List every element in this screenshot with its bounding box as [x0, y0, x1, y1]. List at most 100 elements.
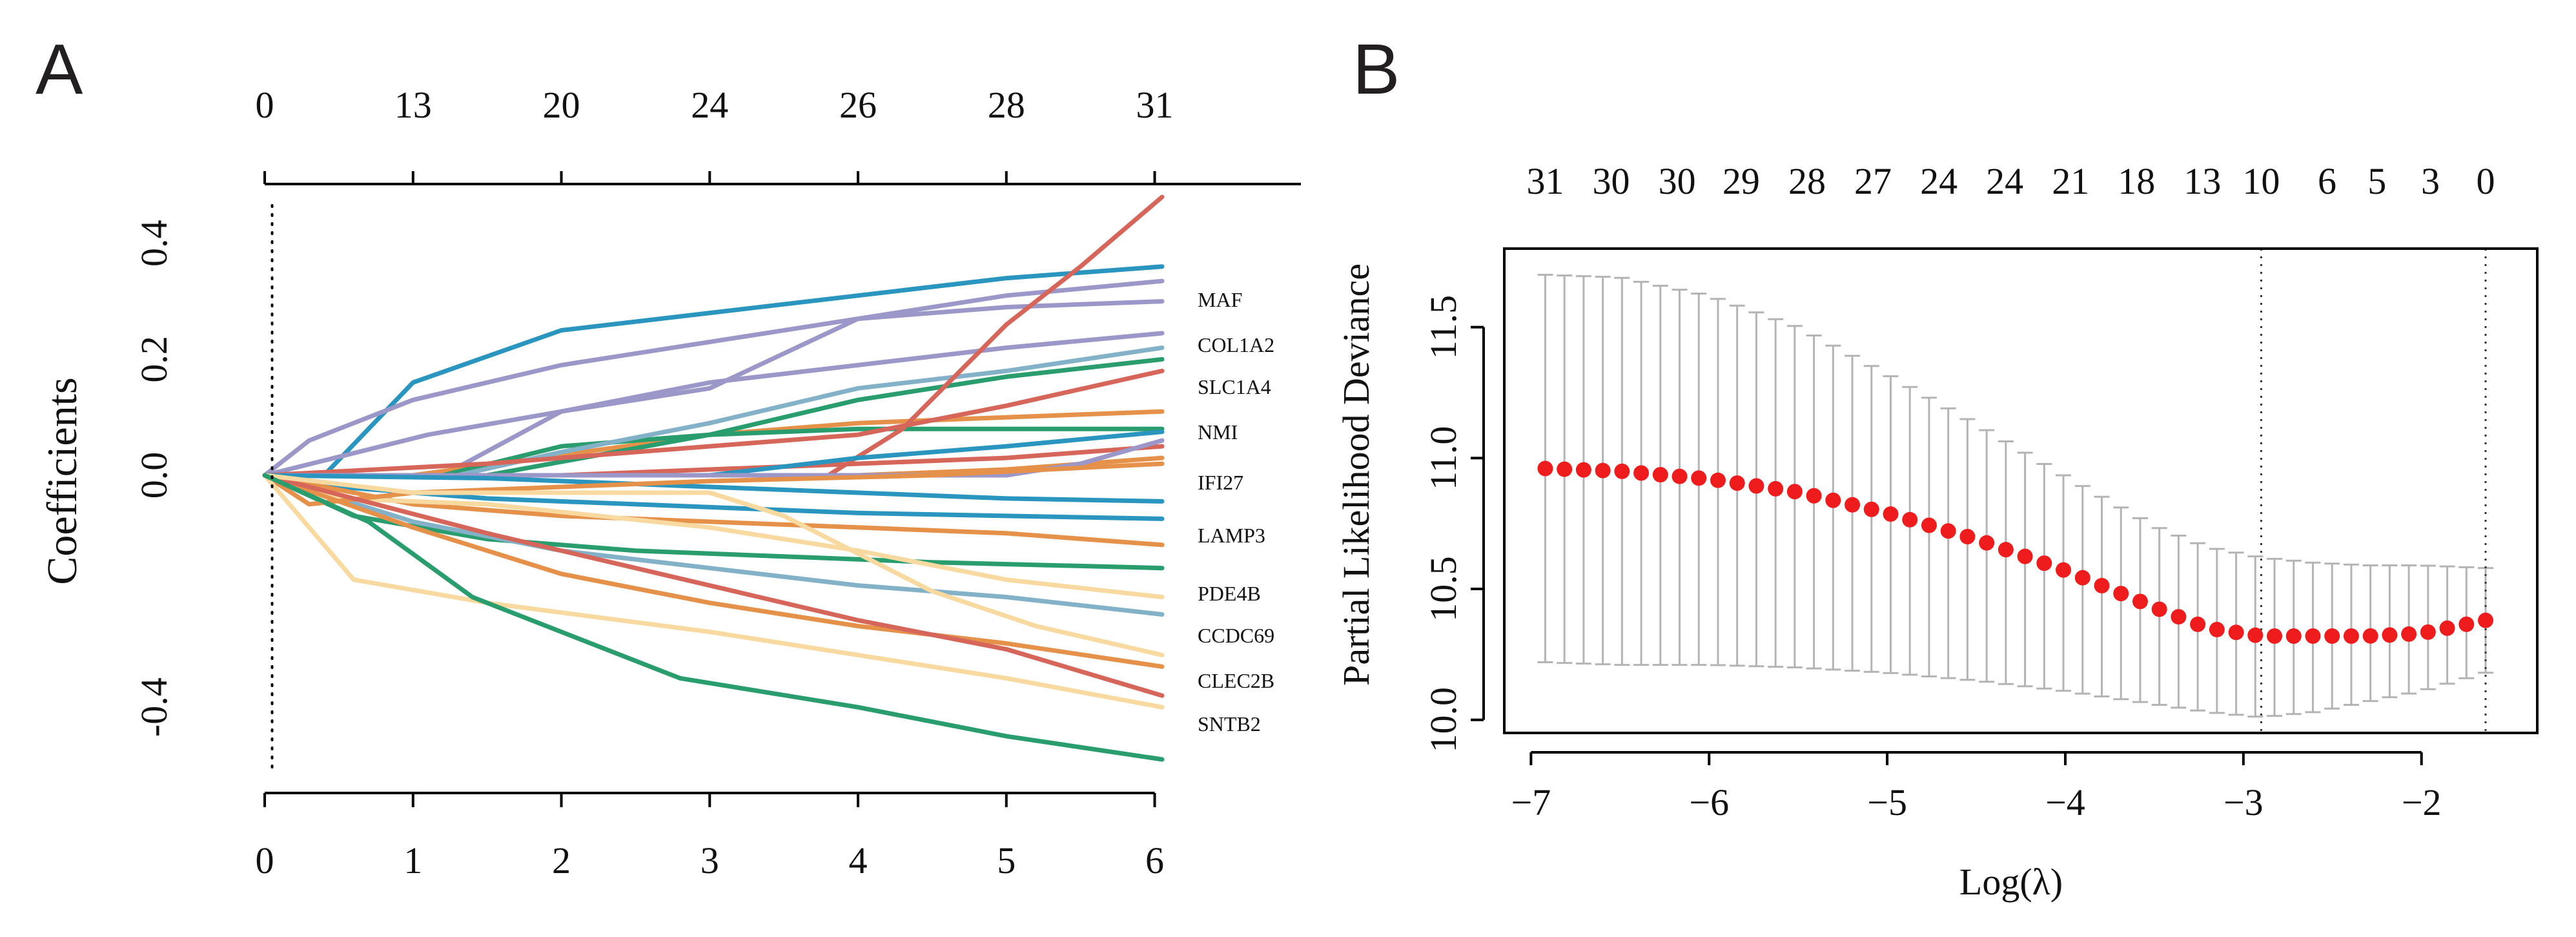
- top-count-label: 0: [2477, 160, 2495, 202]
- deviance-point: [1633, 465, 1650, 481]
- x-axis-title: Log(λ): [1959, 861, 2063, 903]
- y-axis-ticks: 0.4 0.2 0.0 -0.4: [133, 220, 175, 737]
- top-tick-label: 31: [1136, 84, 1174, 126]
- x-tick-label: −6: [1689, 781, 1729, 823]
- deviance-point: [2478, 612, 2493, 628]
- y-axis-ticks-b: 10.0 10.5 11.0 11.5: [1422, 295, 1485, 753]
- coef-path-20: [262, 473, 1165, 669]
- deviance-point: [1806, 488, 1822, 504]
- top-count-label: 5: [2367, 160, 2386, 202]
- y-tick-label: 0.4: [133, 220, 175, 267]
- coefficient-paths: [262, 194, 1165, 762]
- y-tick-label: -0.4: [133, 677, 175, 737]
- panel-a: A 0 13 20 24 26 28 31 0 1 2 3 4 5 6 0.4 0.2 0.0 -0.4 MA…: [36, 30, 1301, 881]
- y-tick-label-b: 10.5: [1422, 556, 1464, 622]
- gene-label: CCDC69: [1198, 624, 1274, 647]
- x-tick-label: −2: [2402, 781, 2442, 823]
- deviance-point: [1768, 480, 1784, 497]
- error-bars: [1537, 274, 2493, 718]
- deviance-point: [1671, 468, 1688, 484]
- gene-label: IFI27: [1198, 471, 1243, 494]
- deviance-point: [1979, 535, 1995, 551]
- panel-b-letter: B: [1353, 30, 1400, 109]
- deviance-point: [1825, 492, 1841, 508]
- deviance-point: [2132, 593, 2148, 610]
- bottom-tick-label: 1: [404, 839, 422, 881]
- gene-label: PDE4B: [1198, 582, 1261, 605]
- top-count-label: 30: [1593, 160, 1630, 202]
- gene-label: SNTB2: [1198, 712, 1261, 736]
- coef-path-23: [262, 473, 1165, 710]
- top-count-label: 24: [1986, 160, 2023, 202]
- coef-path-25: [262, 473, 1165, 762]
- deviance-point: [1786, 484, 1803, 500]
- bottom-tick-label: 4: [849, 839, 868, 881]
- top-axis-ticks: 0 13 20 24 26 28 31: [256, 84, 1174, 184]
- top-count-label: 31: [1526, 160, 1564, 202]
- x-tick-label: −5: [1867, 781, 1907, 823]
- coef-path-15: [262, 473, 1165, 521]
- deviance-point: [1652, 467, 1668, 483]
- top-count-label: 28: [1788, 160, 1826, 202]
- top-count-label: 3: [2421, 160, 2440, 202]
- top-count-label: 13: [2183, 160, 2221, 202]
- coef-path-1: [262, 299, 1165, 478]
- deviance-point: [1748, 478, 1764, 494]
- top-count-label: 24: [1920, 160, 1958, 202]
- deviance-point: [2228, 624, 2244, 641]
- deviance-point: [1729, 475, 1745, 491]
- deviance-point: [1614, 463, 1630, 479]
- deviance-point: [2458, 616, 2475, 632]
- top-count-labels: 31 30 30 29 28 27 24 24 21 18 13 10 6 5 3 0: [1526, 160, 2495, 202]
- top-count-label: 30: [1659, 160, 1696, 202]
- bottom-tick-label: 3: [700, 839, 719, 881]
- y-tick-label-b: 10.0: [1422, 687, 1464, 753]
- coef-path-24: [262, 473, 1165, 657]
- y-tick-label-b: 11.5: [1422, 295, 1464, 359]
- gene-label: COL1A2: [1198, 333, 1274, 356]
- y-axis-title: Coefficients: [39, 377, 86, 584]
- coef-path-18: [262, 473, 1165, 617]
- top-count-label: 21: [2052, 160, 2089, 202]
- panel-b: B 31 30 30 29 28 27 24 24 21 18 13 10 6 5 3 0 −7 −6 −5 −4−…: [1335, 30, 2539, 903]
- top-count-label: 6: [2318, 160, 2336, 202]
- deviance-point: [2267, 628, 2283, 644]
- deviance-point: [2401, 626, 2417, 642]
- coef-path-14: [262, 473, 1165, 504]
- deviance-point: [2247, 627, 2264, 643]
- deviance-point: [1845, 497, 1861, 513]
- deviance-point: [1883, 506, 1899, 522]
- deviance-point: [2439, 620, 2455, 636]
- y-axis-title-b: Partial Likelihood Deviance: [1335, 263, 1377, 686]
- coef-path-9: [262, 368, 1165, 478]
- y-tick-label-b: 11.0: [1422, 426, 1464, 490]
- deviance-point: [2382, 627, 2398, 643]
- deviance-point: [1537, 460, 1553, 477]
- deviance-point: [2420, 624, 2436, 640]
- top-count-label: 27: [1854, 160, 1892, 202]
- deviance-point: [1575, 462, 1591, 478]
- deviance-point: [1710, 472, 1726, 488]
- plot-frame: [1503, 247, 2539, 734]
- bottom-tick-label: 5: [997, 839, 1016, 881]
- bottom-tick-label: 6: [1145, 839, 1164, 881]
- coef-path-0: [262, 264, 1165, 478]
- coef-path-22: [262, 473, 1165, 698]
- gene-label: MAF: [1198, 288, 1242, 311]
- deviance-point: [2036, 555, 2052, 571]
- bottom-tick-label: 0: [256, 839, 274, 881]
- deviance-point: [1595, 462, 1611, 479]
- gene-label: SLC1A4: [1198, 375, 1271, 398]
- x-tick-label: −3: [2223, 781, 2264, 823]
- coef-path-19: [262, 473, 1165, 600]
- gene-label: LAMP3: [1198, 524, 1265, 547]
- deviance-point: [1863, 501, 1879, 517]
- deviance-point: [2151, 601, 2167, 617]
- coef-path-16: [262, 473, 1165, 548]
- top-count-label: 18: [2118, 160, 2155, 202]
- y-tick-label: 0.0: [133, 452, 175, 499]
- deviance-point: [1902, 511, 1918, 528]
- top-count-label: 10: [2242, 160, 2280, 202]
- x-tick-label: −7: [1511, 781, 1551, 823]
- deviance-point: [1921, 517, 1937, 533]
